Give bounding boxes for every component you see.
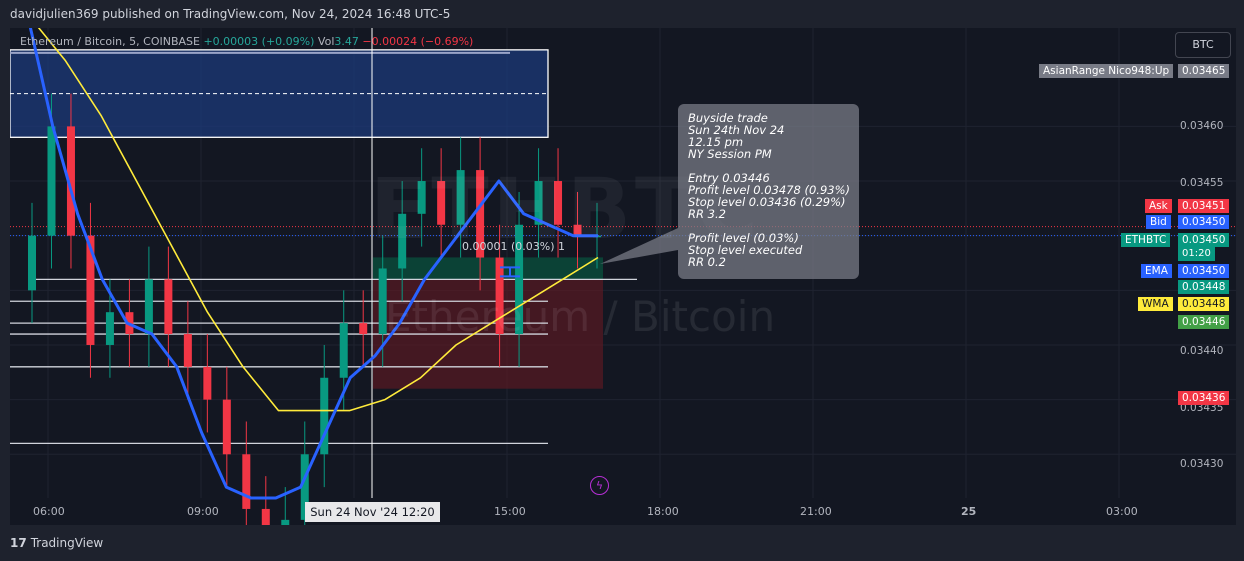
candle-body [495, 257, 504, 335]
currency-button[interactable]: BTC [1175, 32, 1231, 58]
wma-line [37, 28, 599, 412]
wma-price-tag: 0.03448 [1178, 297, 1230, 311]
candle-body [398, 213, 407, 269]
crosshair-time-label: Sun 24 Nov '24 12:20 [305, 502, 440, 522]
x-tick-label: 15:00 [494, 505, 526, 518]
note-line: RR 0.2 [688, 255, 726, 269]
note-line: Stop level 0.03436 (0.29%) [688, 195, 846, 209]
candle-body [164, 279, 173, 335]
candle-body [144, 279, 153, 335]
candle-body [456, 170, 465, 225]
x-tick-label: 06:00 [33, 505, 65, 518]
ask-price-tag: 0.03451 [1178, 199, 1230, 213]
volume-label: Vol [317, 35, 335, 48]
note-line: Profit level 0.03478 (0.93%) [688, 183, 851, 197]
candle-body [573, 224, 582, 236]
lightning-icon[interactable]: ϟ [590, 476, 609, 495]
candle-body [222, 399, 231, 455]
ask-label: Ask [1145, 199, 1172, 213]
x-tick-label: 21:00 [800, 505, 832, 518]
candle-body [300, 454, 309, 520]
candle-body [203, 366, 212, 400]
candle-body [534, 181, 543, 225]
candle-body [378, 268, 387, 335]
note-line: 12.15 pm [688, 135, 744, 149]
asian-range-label: AsianRange Nico948:Up [1039, 64, 1174, 78]
x-tick-label: 18:00 [647, 505, 679, 518]
trade-note[interactable]: Buyside trade Sun 24th Nov 24 12.15 pm N… [678, 104, 859, 279]
stop-price-tag: 0.03436 [1178, 391, 1230, 405]
footer-brand-label: TradingView [30, 536, 104, 550]
watermark-name: Ethereum / Bitcoin [385, 292, 776, 341]
candle-body [47, 126, 56, 236]
candle-body [86, 235, 95, 345]
chart-svg[interactable] [10, 28, 1236, 525]
note-line: RR 3.2 [688, 207, 726, 221]
symbol-title[interactable]: Ethereum / Bitcoin, 5, COINBASE [20, 35, 200, 48]
candle-body [437, 181, 446, 225]
symbol-tag-label: ETHBTC [1121, 233, 1171, 247]
y-tick-label: 0.03430 [1180, 458, 1224, 470]
note-line: NY Session PM [688, 147, 772, 161]
note-line: Buyside trade [688, 111, 768, 125]
footer-brand[interactable]: 17 TradingView [10, 536, 103, 550]
note-line: Sun 24th Nov 24 [688, 123, 785, 137]
candle-body [359, 323, 368, 335]
volume-value: 3.47 [334, 35, 359, 48]
candle-body [261, 508, 270, 525]
candle-body [281, 519, 290, 525]
y-tick-label: 0.03440 [1180, 345, 1224, 357]
bid-label: Bid [1146, 215, 1171, 229]
symbol-change: +0.00003 (+0.09%) [203, 35, 315, 48]
top-bar: davidjulien369 published on TradingView.… [0, 0, 1244, 28]
y-tick-label: 0.03455 [1180, 177, 1224, 189]
entry-price-tag: 0.03446 [1178, 315, 1230, 329]
ema-line [28, 28, 598, 500]
candle-body [339, 323, 348, 378]
x-tick-label: 25 [961, 505, 977, 518]
candle-body [515, 224, 524, 335]
price-tag-asian-range: 0.03465 [1178, 64, 1230, 78]
note-line: Profit level (0.03%) [688, 231, 799, 245]
candle-body [183, 334, 192, 367]
candle-body [476, 170, 485, 258]
note-line: Entry 0.03446 [688, 171, 770, 185]
bid-price-tag: 0.03450 [1178, 215, 1230, 229]
x-tick-label: 03:00 [1106, 505, 1138, 518]
published-caption: davidjulien369 published on TradingView.… [10, 7, 451, 21]
candle-body [554, 181, 563, 225]
x-tick-label: 09:00 [187, 505, 219, 518]
tradingview-logo-icon: 17 [10, 536, 27, 550]
wma-label: WMA [1138, 297, 1173, 311]
note-pointer [600, 228, 678, 264]
ema-label: EMA [1141, 264, 1172, 278]
last-price-tag: 0.03450 [1178, 233, 1230, 247]
candle-body [28, 235, 36, 291]
candle-body [417, 181, 426, 214]
candle-body [66, 126, 75, 236]
chart-area[interactable] [10, 28, 1236, 525]
volume-change: −0.00024 (−0.69%) [362, 35, 474, 48]
ema-price-tag: 0.03450 [1178, 264, 1230, 278]
price-tag-level: 0.03448 [1178, 280, 1230, 294]
y-tick-label: 0.03460 [1180, 120, 1224, 132]
symbol-legend: Ethereum / Bitcoin, 5, COINBASE +0.00003… [20, 35, 473, 48]
y-tick-label: 0.03435 [1180, 402, 1224, 414]
candle-body [105, 312, 114, 345]
position-label: 0.00001 (0.03%) 1 [462, 240, 566, 253]
candle-body [320, 377, 329, 455]
position-marker [500, 266, 520, 278]
candle-body [242, 454, 251, 509]
note-line: Stop level executed [688, 243, 803, 257]
bar-countdown: 01:20 [1178, 247, 1215, 261]
